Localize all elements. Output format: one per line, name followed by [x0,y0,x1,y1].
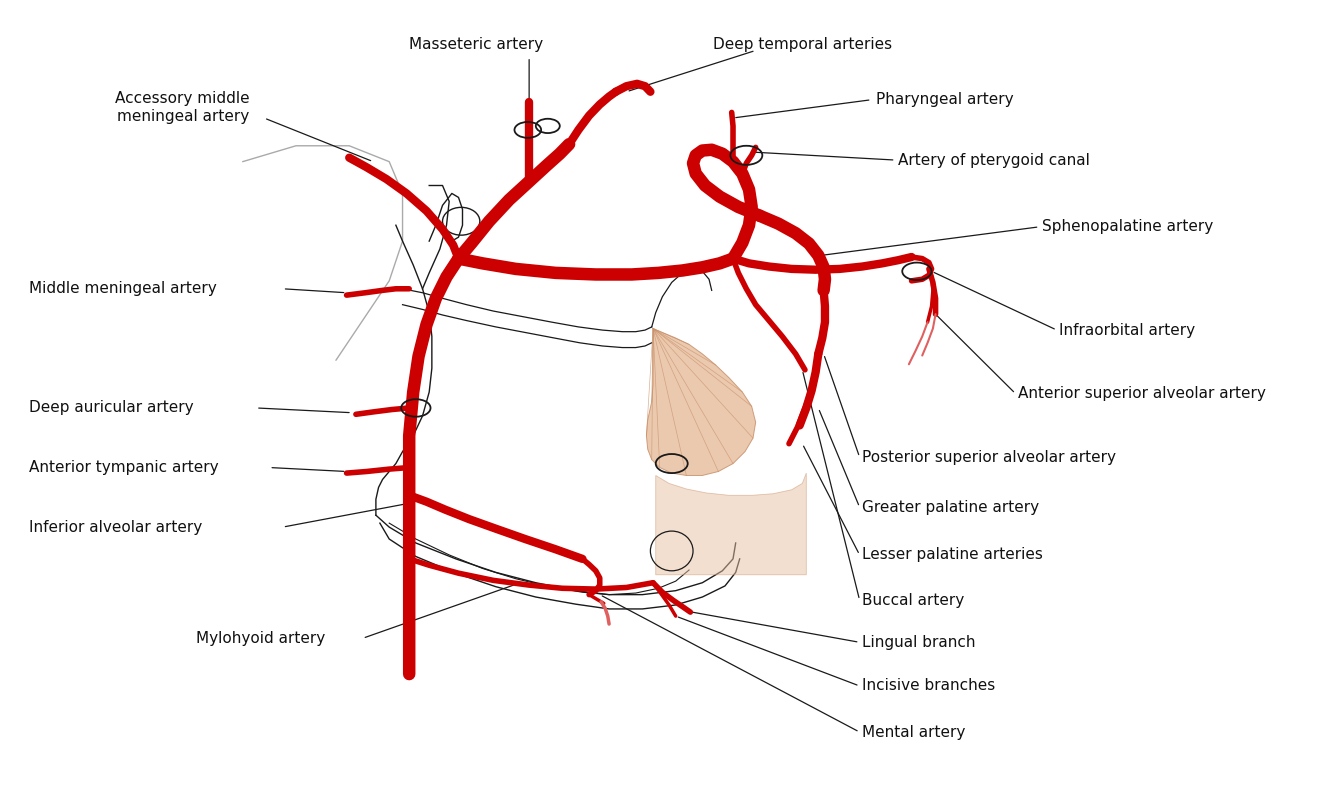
Text: Lesser palatine arteries: Lesser palatine arteries [862,547,1043,562]
Text: Masseteric artery: Masseteric artery [408,37,542,51]
Text: Mylohyoid artery: Mylohyoid artery [195,631,325,646]
Text: Incisive branches: Incisive branches [862,678,995,694]
Text: Mental artery: Mental artery [862,725,965,739]
Polygon shape [656,473,806,574]
Text: Accessory middle
meningeal artery: Accessory middle meningeal artery [115,91,250,124]
Polygon shape [647,329,755,475]
Text: Inferior alveolar artery: Inferior alveolar artery [29,520,202,534]
Text: Posterior superior alveolar artery: Posterior superior alveolar artery [862,450,1117,465]
Text: Sphenopalatine artery: Sphenopalatine artery [1042,219,1213,234]
Text: Anterior tympanic artery: Anterior tympanic artery [29,460,220,475]
Text: Buccal artery: Buccal artery [862,593,964,608]
Text: Lingual branch: Lingual branch [862,635,976,650]
Text: Artery of pterygoid canal: Artery of pterygoid canal [898,153,1090,167]
Text: Infraorbital artery: Infraorbital artery [1059,322,1196,338]
Text: Anterior superior alveolar artery: Anterior superior alveolar artery [1018,386,1267,401]
Text: Pharyngeal artery: Pharyngeal artery [876,92,1014,107]
Text: Greater palatine artery: Greater palatine artery [862,500,1039,514]
Text: Middle meningeal artery: Middle meningeal artery [29,282,217,296]
Text: Deep auricular artery: Deep auricular artery [29,401,194,415]
Text: Deep temporal arteries: Deep temporal arteries [712,37,892,51]
